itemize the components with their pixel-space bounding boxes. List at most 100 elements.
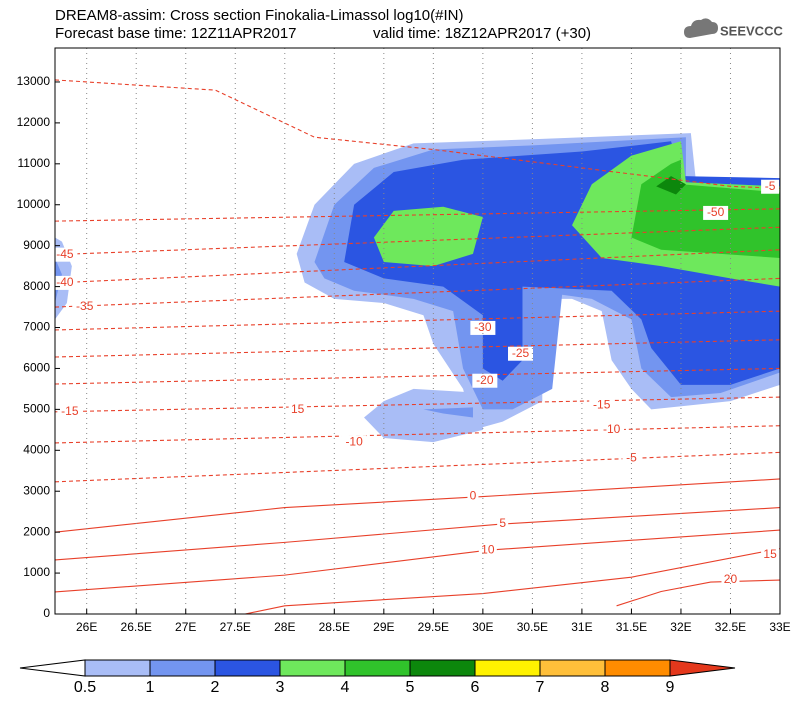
y-tick-label: 4000 — [23, 442, 50, 456]
chart-title: DREAM8-assim: Cross section Finokalia-Li… — [55, 7, 463, 24]
label-background — [57, 404, 83, 419]
colorbar-label: 9 — [666, 679, 675, 696]
shaded-area — [656, 176, 686, 195]
x-tick-label: 26.5E — [121, 620, 152, 634]
contour-line — [55, 249, 780, 284]
contour-label: -45 — [56, 247, 74, 261]
colorbar-box — [84, 659, 151, 677]
y-tick-label: 8000 — [23, 279, 50, 293]
label-background — [703, 205, 729, 220]
contour-line — [55, 396, 780, 413]
x-tick-label: 27E — [175, 620, 196, 634]
y-tick-label: 6000 — [23, 361, 50, 375]
colorbar-box — [279, 659, 346, 677]
label-background — [341, 435, 367, 450]
x-tick-label: 26E — [76, 620, 97, 634]
contour-label: 0 — [470, 489, 477, 503]
contour-line — [55, 310, 780, 331]
y-tick-label: 2000 — [23, 524, 50, 538]
colorbar-label: 0.5 — [74, 679, 96, 696]
contour-label: -10 — [603, 422, 621, 436]
label-background — [589, 398, 615, 413]
colorbar-label: 1 — [146, 679, 155, 696]
colorbar-label: 8 — [601, 679, 610, 696]
colorbar-box — [344, 659, 411, 677]
label-background — [467, 489, 479, 504]
colorbar-box — [474, 659, 541, 677]
label-background — [55, 247, 78, 262]
shaded-area — [364, 388, 483, 443]
colorbar-label: 3 — [276, 679, 285, 696]
label-background — [55, 275, 78, 290]
contour-label: 15 — [763, 547, 777, 561]
label-background — [72, 300, 98, 315]
contour-line — [55, 226, 780, 256]
y-tick-label: 9000 — [23, 238, 50, 252]
contour-label: -50 — [707, 205, 725, 219]
contour-line — [55, 277, 780, 308]
contour-label: 5 — [499, 516, 506, 530]
contour-label: 10 — [481, 542, 495, 556]
y-tick-label: 11000 — [18, 156, 51, 170]
field: -5-50-45-40-35-30-25-20-15 15 -15-10-10-50… — [55, 79, 780, 614]
contour-label: -15 — [593, 397, 611, 411]
y-tick-label: 13000 — [17, 74, 51, 88]
x-tick-label: 31.5E — [616, 620, 647, 634]
contour-line — [55, 478, 780, 533]
contour-line — [55, 507, 780, 561]
x-tick-label: 28E — [274, 620, 295, 634]
x-tick-label: 28.5E — [319, 620, 350, 634]
x-tick-label: 30.5E — [517, 620, 548, 634]
label-background — [497, 516, 509, 531]
x-tick-label: 32.5E — [715, 620, 746, 634]
x-tick-label: 29E — [373, 620, 394, 634]
logo: SEEVCCC — [684, 18, 783, 38]
logo-text: SEEVCCC — [720, 23, 783, 38]
contour-label: -40 — [56, 275, 74, 289]
contour-label: -30 — [474, 320, 492, 334]
x-tick-label: 32E — [670, 620, 691, 634]
y-tick-label: 1000 — [23, 565, 50, 579]
y-tick-label: 12000 — [17, 115, 51, 129]
colorbar-box — [214, 659, 281, 677]
contour-line — [55, 425, 780, 444]
label-background — [508, 346, 534, 361]
x-tick-label: 30E — [472, 620, 493, 634]
colorbar-label: 2 — [211, 679, 220, 696]
contour-line — [55, 529, 780, 593]
colorbar-box — [539, 659, 606, 677]
colorbar-label: 7 — [536, 679, 545, 696]
plot-frame — [54, 47, 781, 615]
contour-line — [55, 367, 780, 385]
colorbar-box — [604, 659, 671, 677]
label-background — [761, 179, 780, 194]
colorbar-label: 4 — [341, 679, 350, 696]
contour-line — [55, 451, 780, 483]
contour-line — [245, 547, 780, 614]
colorbar-label: 6 — [471, 679, 480, 696]
contour-line — [55, 208, 780, 222]
chart-subtitle: Forecast base time: 12Z11APR2017 — [55, 25, 297, 42]
contour-label: -5 — [765, 179, 776, 193]
contour-label: 20 — [724, 572, 738, 586]
contour-line — [55, 339, 780, 358]
shaded-area — [423, 407, 473, 418]
contour-label: -5 — [626, 451, 637, 465]
x-tick-label: 27.5E — [220, 620, 251, 634]
contour-label: 15 — [291, 402, 305, 416]
colorbar-box — [149, 659, 216, 677]
contour-label: -35 — [76, 299, 94, 313]
y-tick-label: 10000 — [17, 197, 51, 211]
label-background — [472, 373, 498, 388]
label-background — [599, 422, 625, 437]
label-background — [470, 320, 496, 335]
colorbar-over — [669, 659, 736, 677]
label-background — [721, 573, 740, 588]
contour-label: -15 — [61, 404, 79, 418]
contour-label: -25 — [512, 346, 530, 360]
logo-icon — [684, 18, 718, 38]
y-tick-label: 5000 — [23, 402, 50, 416]
colorbar-label: 5 — [406, 679, 415, 696]
colorbar-box — [409, 659, 476, 677]
